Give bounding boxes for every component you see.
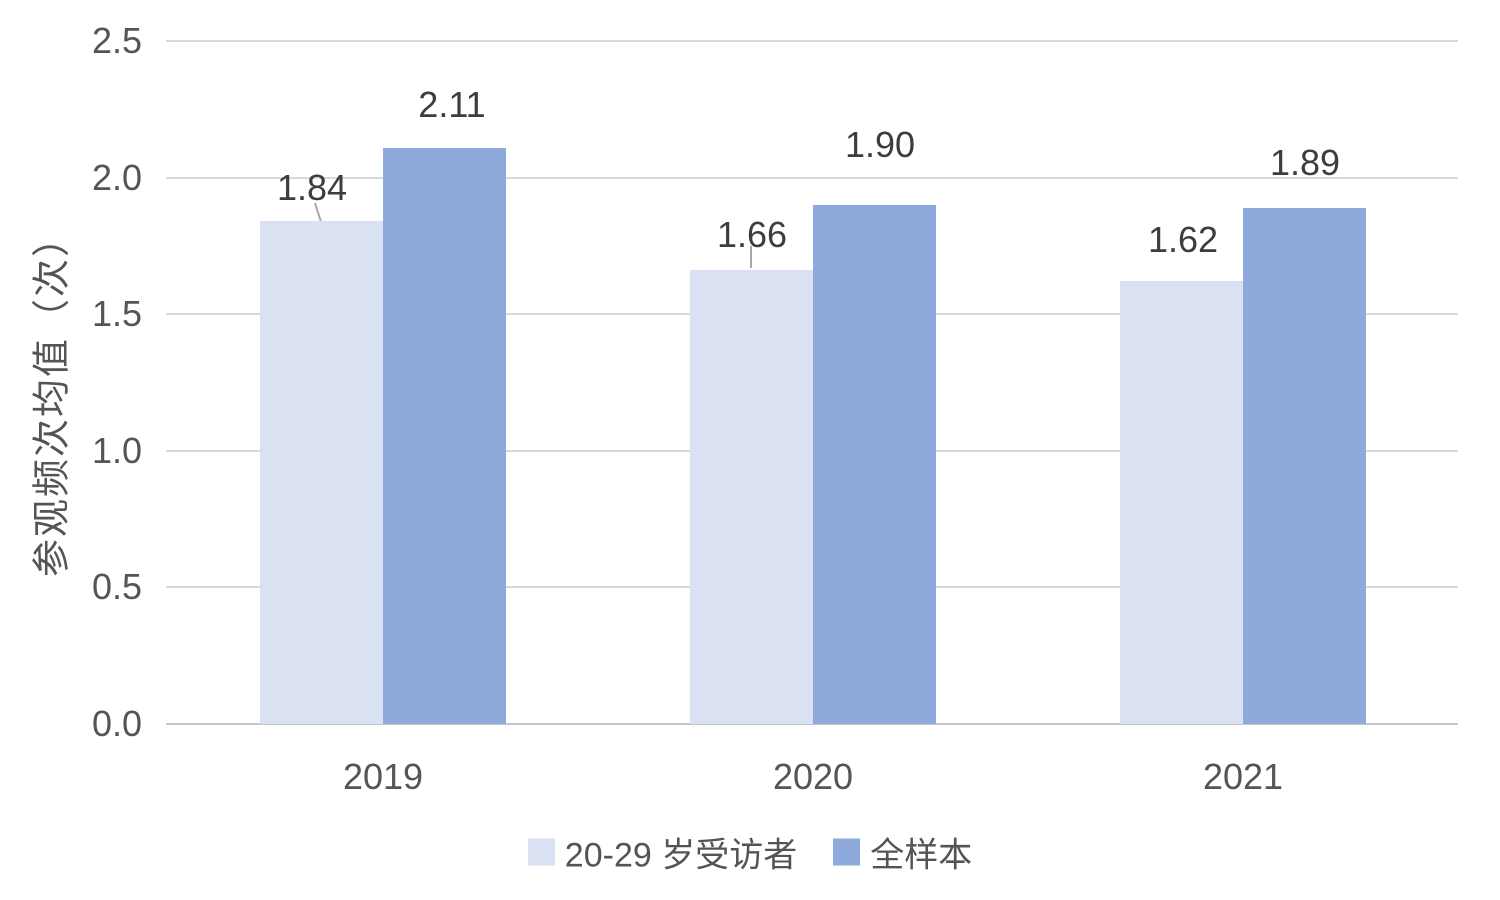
- bar-2019-series-0: [260, 221, 383, 724]
- bar-2020-series-0: [690, 270, 813, 724]
- data-label: 1.89: [1269, 142, 1341, 183]
- legend-swatch: [527, 838, 555, 866]
- data-label: 1.84: [276, 167, 348, 208]
- y-tick-label: 1.0: [91, 429, 142, 471]
- legend-label: 20-29 岁受访者: [564, 836, 798, 875]
- gridline: [166, 40, 1458, 42]
- data-label: 1.62: [1147, 219, 1219, 260]
- data-label: 2.11: [418, 84, 486, 125]
- bar-2021-series-0: [1120, 281, 1243, 724]
- bar-2020-series-1: [813, 204, 936, 724]
- x-axis-line: [166, 723, 1458, 725]
- x-axis-label-2019: 2019: [342, 756, 424, 797]
- y-tick-label: 2.5: [91, 20, 142, 61]
- data-label: 1.66: [716, 214, 788, 255]
- y-tick-label: 0.5: [91, 566, 142, 608]
- y-axis-title: 参观频次均值（次）: [31, 216, 74, 578]
- legend-item-series-1: 全样本: [833, 828, 972, 877]
- data-label: 1.90: [844, 124, 916, 165]
- y-tick-label: 0.0: [91, 703, 142, 744]
- legend-swatch: [833, 838, 861, 866]
- y-tick-label: 1.5: [91, 293, 142, 335]
- legend-item-series-0: 20-29 岁受访者: [527, 828, 798, 877]
- plot-area: 1.84 1.66 1.62 2.11 1.90 1.89: [166, 40, 1458, 725]
- x-axis-label-2020: 2020: [772, 756, 854, 797]
- gridline: [166, 176, 1458, 179]
- y-tick-label: 2.0: [91, 156, 142, 198]
- legend: 20-29 岁受访者 全样本: [0, 828, 1500, 877]
- bar-2019-series-1: [383, 147, 506, 724]
- legend-label: 全样本: [870, 836, 973, 875]
- x-axis-label-2021: 2021: [1202, 756, 1284, 797]
- bar-2021-series-1: [1243, 207, 1366, 724]
